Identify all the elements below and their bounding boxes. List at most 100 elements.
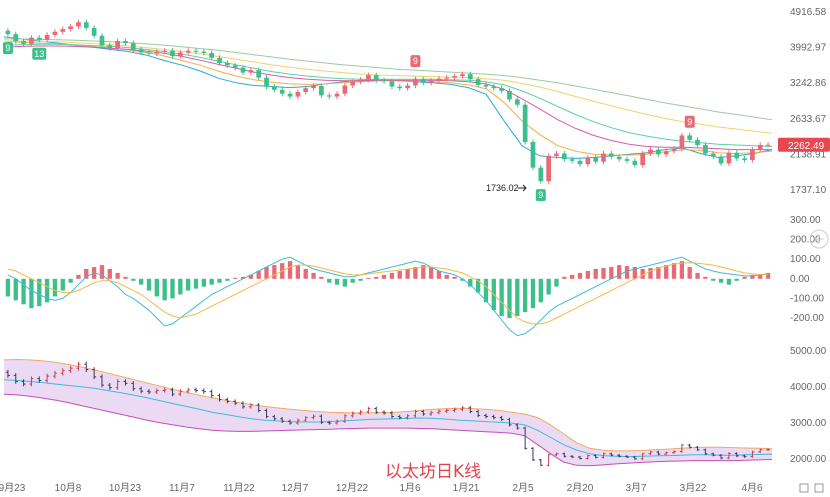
bollinger-candle bbox=[742, 454, 747, 458]
candle-body bbox=[656, 149, 661, 155]
macd-histogram-bar bbox=[601, 268, 606, 279]
bollinger-candle bbox=[335, 419, 340, 425]
macd-histogram-bar bbox=[562, 276, 567, 279]
candle bbox=[264, 75, 269, 90]
td-marker-background bbox=[410, 55, 421, 68]
macd-histogram-bar bbox=[726, 278, 732, 285]
candle bbox=[272, 84, 277, 93]
macd-histogram-bar bbox=[319, 276, 324, 279]
x-tick-label: 10月8 bbox=[55, 482, 82, 494]
candle-body bbox=[444, 77, 450, 79]
x-tick-label: 12月7 bbox=[282, 482, 309, 494]
candle-body bbox=[413, 79, 418, 86]
bollinger-candle bbox=[342, 414, 347, 423]
candle-body bbox=[475, 79, 481, 85]
candle-body bbox=[123, 41, 128, 44]
candle bbox=[209, 50, 215, 61]
macd-histogram-bar bbox=[68, 278, 73, 283]
td-marker: 13 bbox=[32, 47, 47, 60]
candle bbox=[671, 146, 677, 154]
candle bbox=[170, 48, 175, 59]
candle-body bbox=[428, 80, 434, 83]
candle bbox=[311, 83, 316, 91]
macd-histogram-bar bbox=[217, 278, 222, 283]
candle-body bbox=[593, 157, 599, 162]
macd-histogram-bar bbox=[742, 276, 747, 279]
bollinger-candle bbox=[29, 376, 34, 387]
bollinger-candle bbox=[530, 447, 535, 461]
bollinger-candle bbox=[209, 389, 214, 398]
bollinger-candle bbox=[264, 408, 269, 419]
watermark-icon bbox=[809, 229, 829, 249]
candle bbox=[373, 72, 379, 83]
candle-body bbox=[608, 153, 614, 157]
x-tick-label: 11月7 bbox=[169, 482, 195, 494]
bollinger-candle bbox=[303, 415, 308, 422]
bollinger-candle bbox=[186, 387, 191, 394]
candle-body bbox=[718, 156, 724, 164]
candle-body bbox=[177, 52, 183, 57]
td-sequential-markers: 9 13 9 9 9 bbox=[2, 42, 695, 202]
macd-tick-label: 200.00 bbox=[790, 235, 821, 246]
candle-body bbox=[358, 79, 363, 82]
macd-histogram-bar bbox=[468, 278, 473, 287]
macd-histogram-bar bbox=[765, 272, 771, 279]
candle-body bbox=[710, 153, 716, 157]
candle bbox=[358, 77, 363, 85]
current-price-tag-background bbox=[778, 137, 830, 152]
candle-body bbox=[248, 70, 254, 73]
x-tick-label: 1月6 bbox=[399, 482, 421, 494]
bollinger-candle bbox=[758, 448, 763, 454]
bollinger-candle bbox=[107, 382, 112, 390]
bollinger-candle bbox=[617, 454, 622, 458]
candle bbox=[499, 85, 504, 94]
candle-body bbox=[554, 153, 559, 156]
bollinger-candle bbox=[679, 443, 684, 453]
candle bbox=[342, 82, 348, 97]
macd-histogram-bar bbox=[264, 267, 269, 279]
bollinger-candle bbox=[578, 455, 582, 460]
candle-body bbox=[185, 50, 191, 53]
candle bbox=[295, 89, 301, 100]
bollinger-candle bbox=[429, 410, 434, 416]
macd-histogram-bar bbox=[460, 278, 465, 281]
candle bbox=[193, 48, 199, 55]
td-marker: 9 bbox=[410, 55, 421, 68]
current-price-tag: 2262.49 bbox=[778, 137, 830, 152]
candle-body bbox=[742, 158, 747, 161]
x-tick-label: 2月5 bbox=[512, 482, 534, 494]
candle-body bbox=[240, 67, 246, 73]
bollinger-candle bbox=[397, 414, 402, 420]
bollinger-candle bbox=[593, 454, 598, 459]
bollinger-candle bbox=[139, 386, 144, 394]
macd-histogram-bar bbox=[84, 269, 89, 279]
macd-histogram-bar bbox=[522, 278, 528, 313]
macd-histogram-bar bbox=[29, 278, 34, 309]
bollinger-candle bbox=[413, 409, 418, 418]
macd-histogram-bar bbox=[358, 278, 363, 281]
macd-histogram-bar bbox=[609, 267, 614, 279]
candle-body bbox=[326, 95, 332, 97]
macd-histogram-bar bbox=[178, 278, 183, 295]
candle bbox=[514, 96, 520, 108]
macd-histogram-bar bbox=[703, 276, 708, 279]
candle-body bbox=[640, 153, 646, 166]
candle bbox=[256, 67, 262, 81]
settings-icon[interactable] bbox=[799, 483, 824, 493]
bollinger-candle bbox=[491, 414, 496, 420]
candle bbox=[154, 49, 160, 56]
macd-histogram-bar bbox=[389, 272, 395, 279]
low-price-annotation: 1736.02 bbox=[486, 183, 527, 193]
macd-histogram-bar bbox=[311, 272, 316, 279]
macd-panel: 300.00 200.00 100.00 0.00 -100.00 -200.00 bbox=[5, 215, 824, 337]
x-tick-label: 9月23 bbox=[0, 482, 26, 494]
td-marker-label: 9 bbox=[413, 56, 418, 66]
candle-body bbox=[224, 62, 230, 66]
td-marker-background bbox=[2, 42, 13, 55]
candle bbox=[319, 83, 324, 98]
candle bbox=[585, 154, 591, 167]
bollinger-candle bbox=[664, 451, 669, 456]
td-marker: 9 bbox=[2, 42, 13, 55]
candle bbox=[381, 77, 387, 84]
candle-body bbox=[217, 57, 222, 63]
